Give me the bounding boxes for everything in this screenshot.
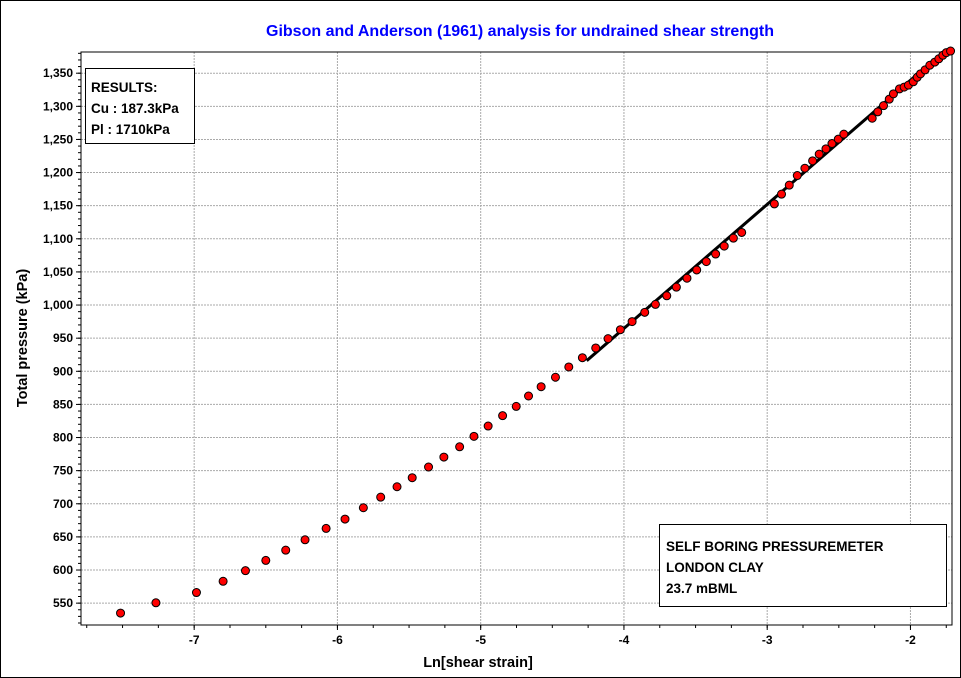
- data-point: [888, 89, 898, 99]
- data-point: [591, 343, 601, 353]
- y-tick-label: 1,050: [43, 265, 73, 279]
- x-tick-label: -6: [332, 633, 343, 647]
- data-point: [577, 353, 587, 363]
- data-point: [867, 113, 877, 123]
- y-tick-label: 550: [53, 596, 73, 610]
- y-tick-label: 650: [53, 530, 73, 544]
- data-point: [946, 46, 956, 56]
- data-point: [536, 382, 546, 392]
- data-point: [737, 227, 747, 237]
- data-point: [321, 523, 331, 533]
- data-point: [151, 598, 161, 608]
- data-point: [524, 391, 534, 401]
- data-point: [358, 503, 368, 513]
- y-tick-label: 900: [53, 364, 73, 378]
- y-tick-label: 950: [53, 331, 73, 345]
- data-point: [483, 421, 493, 431]
- y-tick-label: 1,350: [43, 66, 73, 80]
- data-point: [814, 149, 824, 159]
- data-point: [407, 473, 417, 483]
- data-point: [833, 134, 843, 144]
- x-tick-label: -4: [619, 633, 630, 647]
- y-tick-label: 600: [53, 563, 73, 577]
- info-line-3: 23.7 mBML: [666, 581, 738, 596]
- data-point: [424, 462, 434, 472]
- data-point: [821, 144, 831, 154]
- data-point: [498, 411, 508, 421]
- data-point: [627, 317, 637, 327]
- x-tick-label: -7: [189, 633, 200, 647]
- data-point: [640, 307, 650, 317]
- data-point: [564, 362, 574, 372]
- data-point: [191, 588, 201, 598]
- data-point: [769, 199, 779, 209]
- data-point: [218, 576, 228, 586]
- x-tick-label: -3: [762, 633, 773, 647]
- results-box: RESULTS: Cu : 187.3kPa Pl : 1710kPa: [85, 68, 195, 144]
- data-point: [662, 291, 672, 301]
- data-point: [671, 282, 681, 292]
- x-tick-label: -5: [475, 633, 486, 647]
- y-tick-label: 1,250: [43, 132, 73, 146]
- y-tick-label: 1,200: [43, 166, 73, 180]
- data-point: [376, 492, 386, 502]
- data-point: [455, 442, 465, 452]
- y-tick-label: 1,000: [43, 298, 73, 312]
- info-box: SELF BORING PRESSUREMETER LONDON CLAY 23…: [659, 524, 947, 607]
- plot-area: [80, 51, 953, 626]
- y-tick-label: 750: [53, 464, 73, 478]
- data-point: [792, 171, 802, 181]
- data-point: [550, 372, 560, 382]
- data-points: [116, 46, 956, 618]
- data-point: [340, 514, 350, 524]
- data-point: [603, 334, 613, 344]
- y-tick-label: 700: [53, 497, 73, 511]
- data-point: [719, 241, 729, 251]
- data-point: [240, 566, 250, 576]
- fit-line-group: [585, 74, 918, 362]
- info-line-1: SELF BORING PRESSUREMETER: [666, 539, 884, 554]
- data-point: [116, 608, 126, 618]
- data-point: [261, 555, 271, 565]
- chart-title: Gibson and Anderson (1961) analysis for …: [266, 23, 774, 40]
- data-point: [777, 189, 787, 199]
- data-point: [873, 107, 883, 117]
- data-point: [281, 545, 291, 555]
- data-point: [784, 180, 794, 190]
- data-point: [511, 401, 521, 411]
- data-point: [650, 299, 660, 309]
- data-point: [692, 265, 702, 275]
- data-point: [615, 325, 625, 335]
- data-point: [879, 101, 889, 111]
- data-point: [800, 163, 810, 173]
- x-tick-label: -2: [905, 633, 916, 647]
- data-point: [711, 249, 721, 259]
- data-point: [439, 452, 449, 462]
- y-tick-label: 850: [53, 397, 73, 411]
- data-point: [839, 129, 849, 139]
- results-cu: Cu : 187.3kPa: [91, 101, 179, 116]
- data-point: [808, 156, 818, 166]
- data-point: [827, 139, 837, 149]
- data-point: [469, 431, 479, 441]
- info-line-2: LONDON CLAY: [666, 560, 764, 575]
- data-point: [300, 535, 310, 545]
- results-heading: RESULTS:: [91, 80, 158, 95]
- y-axis-label: Total pressure (kPa): [15, 269, 31, 408]
- y-tick-label: 1,300: [43, 99, 73, 113]
- data-point: [682, 273, 692, 283]
- data-point: [701, 257, 711, 267]
- results-pl: Pl : 1710kPa: [91, 122, 170, 137]
- y-tick-label: 800: [53, 431, 73, 445]
- y-tick-label: 1,100: [43, 232, 73, 246]
- data-point: [392, 482, 402, 492]
- y-tick-label: 1,150: [43, 199, 73, 213]
- x-axis-label: Ln[shear strain]: [423, 655, 533, 671]
- data-point: [728, 233, 738, 243]
- fit-line: [585, 74, 918, 362]
